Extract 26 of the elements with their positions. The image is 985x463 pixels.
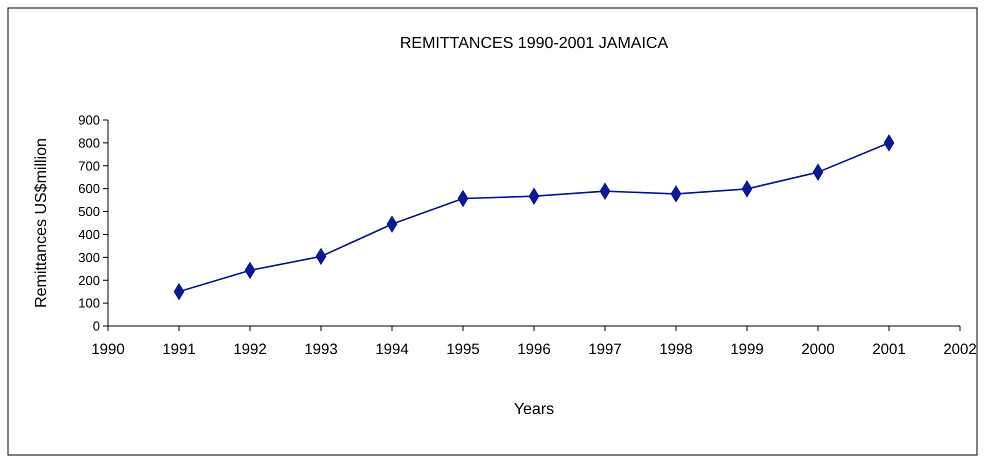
y-tick-label: 200: [78, 272, 100, 288]
y-tick-label: 0: [92, 318, 100, 334]
y-tick-label: 900: [78, 112, 100, 128]
x-tick-label: 1996: [517, 341, 551, 358]
x-axis-title: Years: [514, 401, 554, 418]
y-axis-title: Remittances US$million: [33, 138, 50, 308]
y-tick-label: 600: [78, 181, 100, 196]
chart-title: REMITTANCES 1990-2001 JAMAICA: [400, 35, 668, 52]
y-tick-label: 400: [78, 226, 100, 242]
y-tick-label: 800: [78, 135, 100, 150]
x-tick-label: 1997: [588, 341, 622, 358]
y-tick-label: 500: [78, 204, 100, 220]
y-tick-label: 100: [78, 296, 100, 311]
x-tick-label: 1992: [233, 341, 267, 358]
x-tick-label: 2001: [872, 341, 906, 358]
x-tick-label: 2002: [943, 341, 977, 358]
x-tick-label: 1995: [446, 341, 480, 358]
x-tick-label: 1991: [162, 341, 196, 358]
x-tick-label: 1998: [659, 341, 693, 358]
y-tick-label: 700: [78, 158, 100, 174]
x-tick-label: 1994: [375, 341, 409, 358]
y-tick-label: 300: [78, 250, 100, 265]
x-tick-label: 1993: [304, 341, 338, 358]
x-tick-label: 1999: [730, 341, 764, 358]
x-tick-label: 2000: [801, 341, 835, 358]
x-tick-label: 1990: [91, 341, 125, 358]
